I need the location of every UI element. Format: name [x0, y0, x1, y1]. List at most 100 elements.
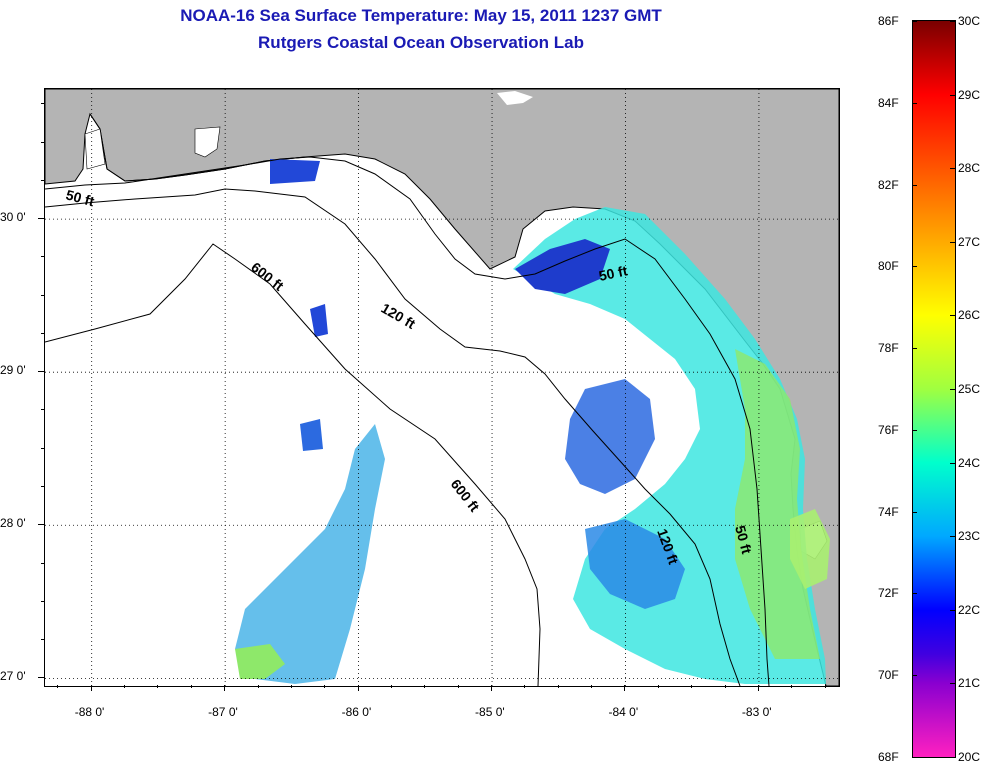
sst-patch-blue-south	[585, 519, 685, 609]
colorbar-celsius-label: 24C	[958, 455, 981, 470]
lat-tick-label: 27 0'	[0, 669, 26, 684]
lon-minor-tick	[424, 685, 426, 688]
depth-label: 50 ft	[597, 262, 629, 284]
colorbar-tick	[950, 683, 955, 685]
title-line-1: NOAA-16 Sea Surface Temperature: May 15,…	[180, 6, 662, 25]
contour-600ft	[45, 243, 541, 686]
lat-minor-tick	[41, 332, 44, 334]
colorbar-fahrenheit-label: 78F	[878, 341, 899, 356]
colorbar-tick	[950, 462, 955, 464]
lon-minor-tick	[757, 685, 759, 688]
lon-minor-tick	[390, 685, 392, 688]
depth-label: 50 ft	[64, 186, 96, 209]
lon-minor-tick	[324, 685, 326, 688]
colorbar-tick	[912, 593, 917, 595]
sst-patch-east-edge	[790, 509, 830, 589]
lon-minor-tick	[457, 685, 459, 688]
lon-minor-tick	[691, 685, 693, 688]
colorbar-fahrenheit-label: 76F	[878, 422, 899, 437]
lon-tick-label: -85 0'	[475, 705, 505, 719]
colorbar-tick	[912, 266, 917, 268]
lon-tick	[224, 685, 226, 691]
colorbar-celsius-label: 27C	[958, 234, 981, 249]
contour-120ft	[45, 188, 741, 686]
lon-minor-tick	[190, 685, 192, 688]
colorbar-celsius-label: 28C	[958, 161, 981, 176]
lat-minor-tick	[41, 639, 44, 641]
sst-patch-blue-offshore	[565, 379, 655, 494]
colorbar-fahrenheit-label: 72F	[878, 586, 899, 601]
colorbar-tick	[950, 94, 955, 96]
colorbar-celsius-label: 22C	[958, 602, 981, 617]
lat-tick-label: 30 0'	[0, 210, 26, 225]
sst-patch-west-band	[235, 424, 385, 684]
colorbar-celsius-label: 25C	[958, 382, 981, 396]
colorbar-tick	[912, 429, 917, 431]
temperature-colorbar	[912, 20, 956, 758]
lon-minor-tick	[824, 685, 826, 688]
lon-tick-label: -83 0'	[741, 705, 772, 719]
colorbar-fahrenheit-label: 80F	[878, 259, 899, 274]
lon-tick	[624, 685, 626, 691]
colorbar-tick	[912, 184, 917, 186]
lon-minor-tick	[357, 685, 359, 688]
colorbar-fahrenheit-label: 84F	[878, 95, 899, 110]
colorbar-celsius-label: 20C	[958, 750, 981, 764]
colorbar-tick	[950, 168, 955, 170]
lon-tick-label: -87 0'	[208, 705, 238, 719]
lon-minor-tick	[557, 685, 559, 688]
colorbar-tick	[912, 757, 917, 758]
sst-patch-west-green	[235, 644, 285, 679]
lon-minor-tick	[57, 685, 59, 688]
lon-minor-tick	[524, 685, 526, 688]
sst-patch-top-blue	[270, 159, 320, 184]
colorbar-tick	[950, 241, 955, 243]
lon-minor-tick	[224, 685, 226, 688]
lon-minor-tick	[657, 685, 659, 688]
colorbar-tick	[950, 21, 955, 22]
lat-tick-label: 29 0'	[0, 363, 26, 378]
lat-tick-label: 28 0'	[0, 516, 26, 531]
colorbar-fahrenheit-label: 68F	[878, 750, 899, 764]
lon-tick	[357, 685, 359, 691]
lon-minor-tick	[791, 685, 793, 688]
lat-minor-tick	[41, 103, 44, 105]
title-line-2: Rutgers Coastal Ocean Observation Lab	[258, 33, 584, 52]
lat-minor-tick	[41, 294, 44, 296]
depth-label: 50 ft	[732, 524, 755, 556]
lat-minor-tick	[41, 677, 44, 679]
lat-minor-tick	[41, 179, 44, 181]
sst-patch-mid-dots	[310, 304, 328, 337]
lon-tick	[90, 685, 92, 691]
sst-data	[235, 159, 830, 684]
lon-tick-label: -86 0'	[341, 705, 372, 719]
colorbar-fahrenheit-label: 70F	[878, 668, 899, 683]
sst-patch-green-coast	[735, 349, 820, 659]
lon-minor-tick	[491, 685, 493, 688]
colorbar-tick	[950, 609, 955, 611]
lon-tick-label: -84 0'	[608, 705, 639, 719]
inlet-shape	[194, 126, 221, 158]
lat-minor-tick	[41, 562, 44, 564]
lat-minor-tick	[41, 600, 44, 602]
sst-patch-mid-left	[300, 419, 323, 451]
contour-50ft	[45, 156, 770, 686]
colorbar-tick	[912, 675, 917, 677]
lat-minor-tick	[41, 141, 44, 143]
colorbar-tick	[950, 536, 955, 538]
colorbar-celsius-label: 21C	[958, 676, 981, 691]
lon-minor-tick	[90, 685, 92, 688]
lon-tick	[757, 685, 759, 691]
lat-minor-tick	[41, 256, 44, 258]
lat-minor-tick	[41, 218, 44, 220]
lon-minor-tick	[124, 685, 126, 688]
lon-minor-tick	[591, 685, 593, 688]
lat-minor-tick	[41, 447, 44, 449]
lat-minor-tick	[41, 371, 44, 373]
depth-label: 120 ft	[379, 300, 419, 332]
colorbar-fahrenheit-label: 86F	[878, 14, 899, 28]
colorbar-tick	[950, 315, 955, 317]
colorbar-tick	[912, 21, 917, 22]
lon-minor-tick	[157, 685, 159, 688]
